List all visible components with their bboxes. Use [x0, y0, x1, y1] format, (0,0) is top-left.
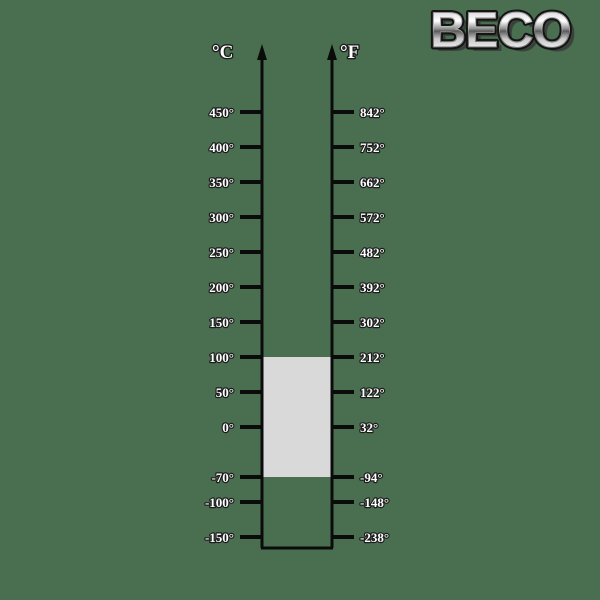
celsius-tick-label: -150°: [205, 530, 234, 545]
celsius-tick-label: 300°: [209, 210, 234, 225]
svg-text:BECO: BECO: [434, 5, 574, 61]
fill-band: [262, 357, 332, 477]
fahrenheit-tick-label: 662°: [360, 175, 385, 190]
tick-group: 450° 842° 400° 752° 350° 662° 300° 572° 250° 482°…: [204, 104, 390, 546]
svg-text:BECO: BECO: [430, 4, 570, 58]
fahrenheit-tick-label: 122°: [360, 385, 385, 400]
fahrenheit-tick-label: 482°: [360, 245, 385, 260]
fahrenheit-tick-label: 752°: [360, 140, 385, 155]
celsius-axis-arrow-icon: [257, 44, 267, 60]
svg-text:BECO: BECO: [430, 4, 570, 58]
fahrenheit-tick-label: -94°: [360, 470, 383, 485]
celsius-tick-label: 50°: [216, 385, 234, 400]
svg-text:BECO: BECO: [430, 4, 570, 58]
fahrenheit-tick-label: 392°: [360, 280, 385, 295]
fahrenheit-tick-label: 572°: [360, 210, 385, 225]
fahrenheit-tick-label: 302°: [360, 315, 385, 330]
fahrenheit-unit-label: °F: [340, 42, 359, 63]
celsius-tick-label: 0°: [222, 420, 234, 435]
celsius-tick-label: 150°: [209, 315, 234, 330]
svg-text:BECO: BECO: [433, 4, 573, 60]
celsius-tick-label: -100°: [205, 495, 234, 510]
celsius-tick-label: 250°: [209, 245, 234, 260]
celsius-tick-label: 200°: [209, 280, 234, 295]
celsius-tick-label: 100°: [209, 350, 234, 365]
celsius-tick-label: -70°: [211, 470, 234, 485]
fahrenheit-tick-label: -148°: [360, 495, 389, 510]
fahrenheit-tick-label: 212°: [360, 350, 385, 365]
celsius-unit-label: °C: [212, 42, 233, 63]
celsius-tick-label: 350°: [209, 175, 234, 190]
svg-text:BECO: BECO: [435, 6, 575, 62]
beco-logo: BECO BECO BECO BECO BECO BECO: [424, 4, 592, 64]
fahrenheit-tick-label: 32°: [360, 420, 378, 435]
fahrenheit-tick-label: -238°: [360, 530, 389, 545]
fahrenheit-tick-label: 842°: [360, 105, 385, 120]
celsius-tick-label: 400°: [209, 140, 234, 155]
fahrenheit-axis-arrow-icon: [327, 44, 337, 60]
celsius-tick-label: 450°: [209, 105, 234, 120]
